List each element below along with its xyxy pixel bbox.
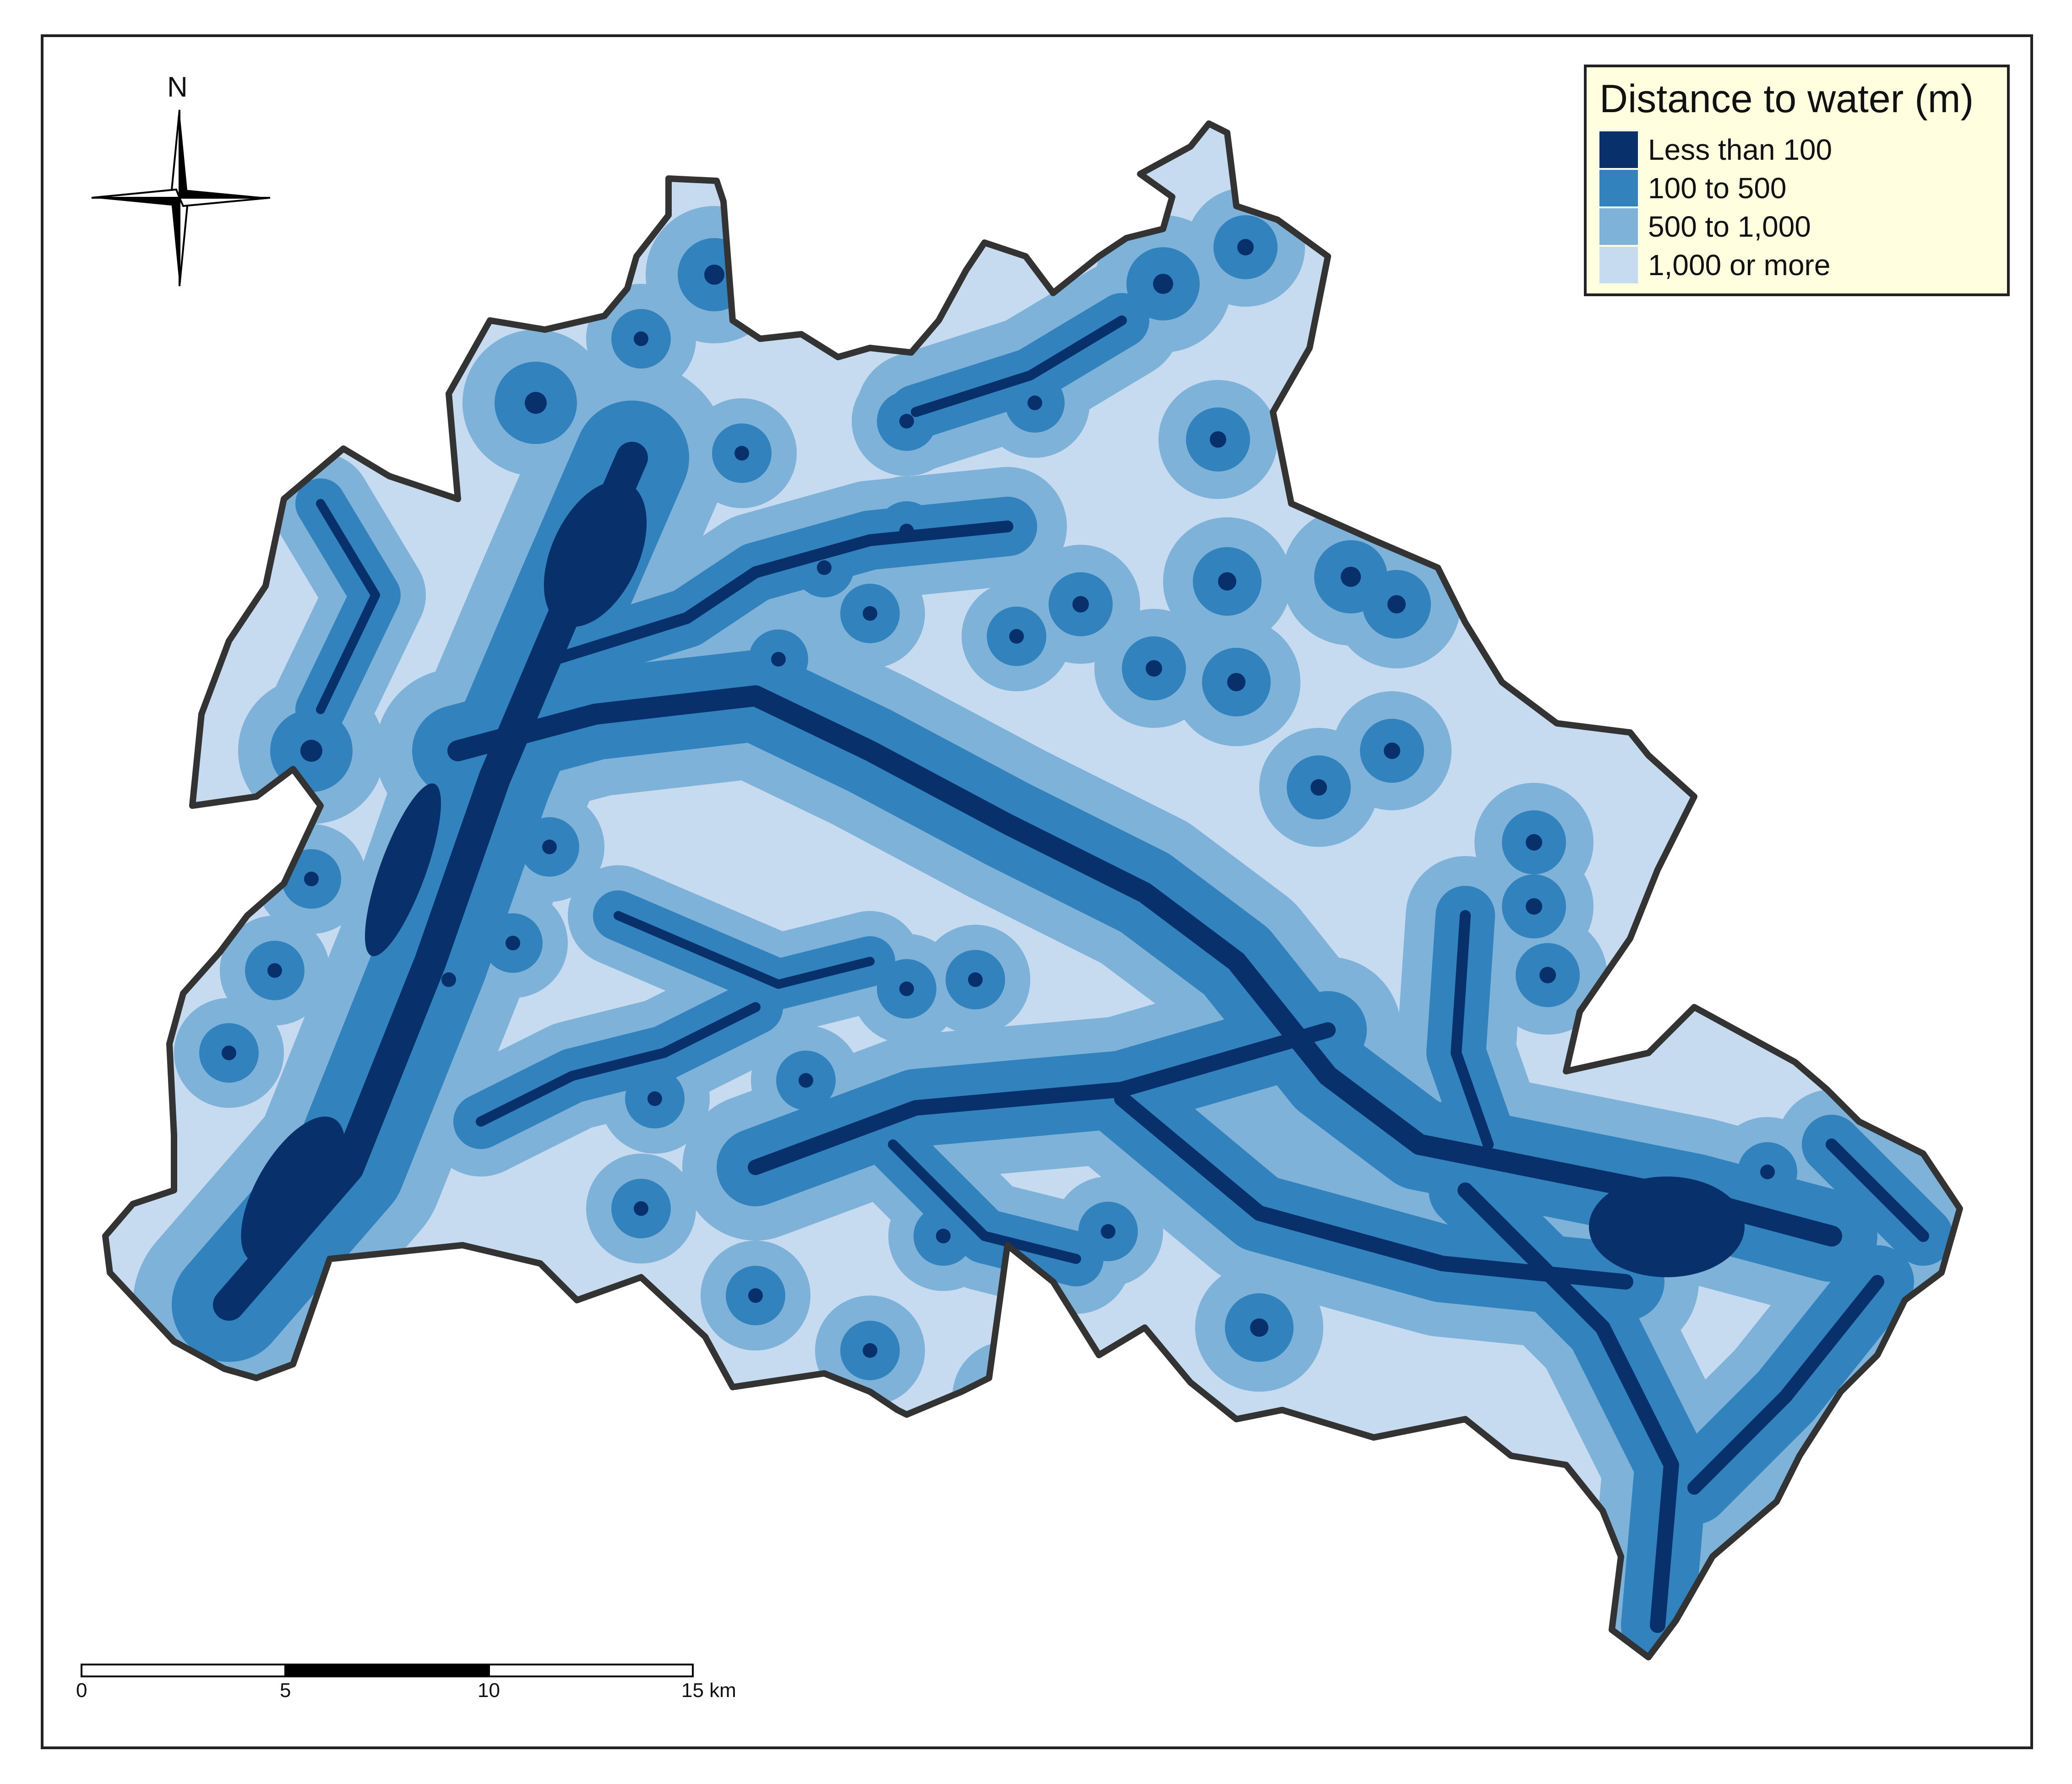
lake-tegel (544, 481, 647, 627)
legend-label: 100 to 500 (1648, 172, 1787, 205)
lakes (222, 239, 1775, 1404)
legend-swatch (1599, 131, 1638, 168)
scale-tick-10: 10 (478, 1679, 500, 1702)
scale-tick-15-km: 15 km (681, 1679, 736, 1702)
scale-tick-5: 5 (280, 1679, 291, 1702)
legend-label: Less than 100 (1648, 133, 1833, 166)
north-label: N (167, 71, 188, 103)
scale-bar (81, 1664, 694, 1677)
legend-label: 500 to 1,000 (1648, 210, 1811, 243)
north-arrow-icon (91, 109, 271, 287)
legend: Distance to water (m) Less than 100 100 … (1584, 65, 2010, 296)
scale-tick-0: 0 (76, 1679, 87, 1702)
legend-swatch (1599, 247, 1638, 283)
legend-item: 1,000 or more (1599, 246, 1994, 284)
legend-title: Distance to water (m) (1599, 77, 1974, 121)
city-boundary (102, 120, 1963, 1660)
legend-item: 500 to 1,000 (1599, 207, 1994, 246)
legend-label: 1,000 or more (1648, 249, 1831, 282)
scale-segment-3 (488, 1664, 694, 1677)
scale-segment-2 (284, 1664, 490, 1677)
lake-mueggelsee (1589, 1177, 1745, 1277)
legend-item: Less than 100 (1599, 130, 1994, 169)
lake-havel (365, 783, 441, 956)
scale-segment-1 (81, 1664, 286, 1677)
legend-swatch (1599, 208, 1638, 245)
legend-item: 100 to 500 (1599, 169, 1994, 207)
legend-swatch (1599, 170, 1638, 206)
lake-wannsee (241, 1117, 345, 1264)
